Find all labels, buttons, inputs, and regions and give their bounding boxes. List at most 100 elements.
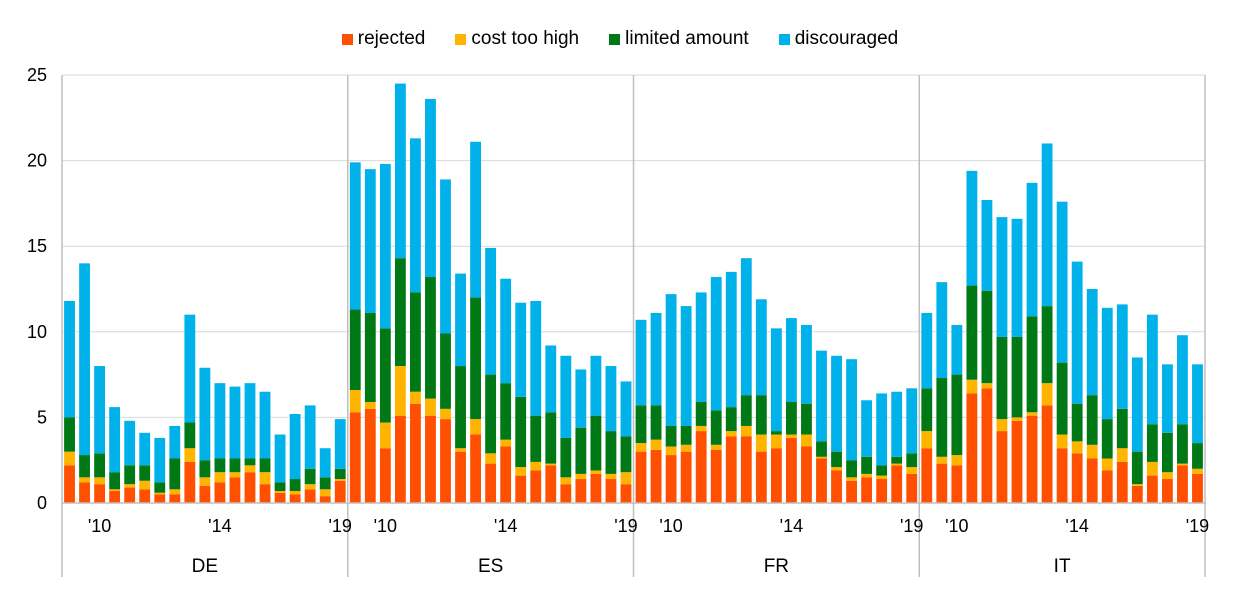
bar-fr-limited-amount <box>861 456 873 474</box>
bar-es-rejected <box>575 479 587 503</box>
bar-de-limited-amount <box>334 468 346 480</box>
legend-item-cost-too-high: cost too high <box>455 28 579 50</box>
bar-es-discouraged <box>485 247 497 375</box>
bar-es-discouraged <box>379 164 391 329</box>
legend-item-limited-amount: limited amount <box>609 28 749 50</box>
bar-fr-cost-too-high <box>846 477 857 481</box>
bar-it-limited-amount <box>1177 424 1188 464</box>
bar-de-cost-too-high <box>214 472 226 483</box>
bar-es-limited-amount <box>590 415 602 471</box>
bar-de-discouraged <box>184 314 196 423</box>
bar-de-discouraged <box>109 407 121 473</box>
bar-it-limited-amount <box>936 378 948 457</box>
bar-es-cost-too-high <box>575 473 587 480</box>
bar-fr-rejected <box>740 436 752 503</box>
bar-es-limited-amount <box>440 333 451 409</box>
bar-de-cost-too-high <box>79 477 90 483</box>
bar-de-rejected <box>139 489 151 503</box>
bar-it-rejected <box>1026 415 1038 503</box>
bar-es-rejected <box>470 434 481 503</box>
y-tick-label: 25 <box>27 65 47 85</box>
bar-es-limited-amount <box>530 415 542 462</box>
bar-de-cost-too-high <box>109 489 121 492</box>
bar-de-limited-amount <box>304 468 316 485</box>
bar-fr-discouraged <box>755 299 767 396</box>
bar-de-cost-too-high <box>304 484 316 490</box>
bar-es-cost-too-high <box>560 477 572 485</box>
bar-es-cost-too-high <box>485 453 497 464</box>
bar-de-cost-too-high <box>229 472 241 478</box>
bar-it-cost-too-high <box>1056 434 1068 449</box>
bar-it-rejected <box>1041 405 1053 503</box>
bar-es-limited-amount <box>605 431 617 474</box>
bar-fr-rejected <box>846 480 857 503</box>
x-tick-label: '10 <box>88 516 111 536</box>
bar-es-discouraged <box>500 278 512 384</box>
bar-fr-cost-too-high <box>665 446 677 456</box>
bar-it-limited-amount <box>1192 443 1203 469</box>
bar-fr-cost-too-high <box>831 467 842 471</box>
bar-es-cost-too-high <box>515 467 527 476</box>
bar-de-cost-too-high <box>64 451 75 466</box>
bar-de-limited-amount <box>214 458 226 473</box>
bar-fr-cost-too-high <box>635 443 647 452</box>
bar-es-cost-too-high <box>440 408 451 420</box>
bar-it-limited-amount <box>1056 362 1068 435</box>
bar-es-discouraged <box>410 138 421 293</box>
bar-de-cost-too-high <box>94 477 106 485</box>
x-tick-label: '14 <box>494 516 517 536</box>
legend-swatch-limited-amount <box>609 33 621 45</box>
panel-label-es: ES <box>478 556 503 577</box>
bar-es-rejected <box>485 463 497 503</box>
legend-label-rejected: rejected <box>357 28 426 49</box>
panel-label-de: DE <box>192 556 218 577</box>
bar-fr-cost-too-high <box>770 434 782 449</box>
x-tick-label: '14 <box>1065 516 1088 536</box>
bar-fr-limited-amount <box>635 405 647 444</box>
bar-it-cost-too-high <box>1131 484 1143 486</box>
bar-it-rejected <box>1131 485 1143 503</box>
bar-es-limited-amount <box>500 383 512 440</box>
bar-es-discouraged <box>470 141 481 298</box>
y-tick-label: 0 <box>37 493 47 513</box>
bar-it-limited-amount <box>1086 395 1098 445</box>
bar-it-discouraged <box>1192 364 1203 444</box>
bar-de-discouraged <box>304 405 316 469</box>
bar-fr-rejected <box>831 470 842 503</box>
bar-it-discouraged <box>1056 201 1068 363</box>
bar-de-rejected <box>274 492 286 503</box>
bar-es-rejected <box>530 470 542 503</box>
bar-es-discouraged <box>515 302 527 397</box>
bar-it-cost-too-high <box>1116 448 1128 462</box>
bar-fr-discouraged <box>695 292 707 402</box>
bar-fr-limited-amount <box>650 405 662 440</box>
bar-de-rejected <box>109 491 121 503</box>
y-tick-label: 10 <box>27 322 47 342</box>
x-tick-label: '19 <box>1186 516 1209 536</box>
bar-de-limited-amount <box>199 460 211 478</box>
bar-fr-rejected <box>906 473 918 503</box>
bar-fr-limited-amount <box>876 465 888 476</box>
bar-fr-cost-too-high <box>861 473 873 478</box>
bar-fr-limited-amount <box>906 453 918 468</box>
bar-es-cost-too-high <box>394 366 406 416</box>
bar-it-discouraged <box>1026 182 1038 317</box>
bar-es-cost-too-high <box>379 422 391 449</box>
bar-it-limited-amount <box>1131 451 1143 485</box>
bar-es-cost-too-high <box>530 461 542 471</box>
bar-de-limited-amount <box>169 458 181 490</box>
bar-it-discouraged <box>1071 261 1083 404</box>
bar-it-discouraged <box>1101 307 1113 420</box>
legend-label-discouraged: discouraged <box>794 28 899 49</box>
bar-it-discouraged <box>1011 218 1023 337</box>
bar-it-rejected <box>1161 479 1173 503</box>
bar-fr-rejected <box>635 451 647 503</box>
bar-it-cost-too-high <box>951 455 963 466</box>
bar-es-cost-too-high <box>425 398 436 416</box>
bar-de-discouraged <box>244 383 256 459</box>
bar-it-discouraged <box>1146 314 1158 425</box>
bar-it-rejected <box>1177 465 1188 503</box>
panel-label-it: IT <box>1054 556 1071 577</box>
bar-fr-discouraged <box>665 294 677 426</box>
